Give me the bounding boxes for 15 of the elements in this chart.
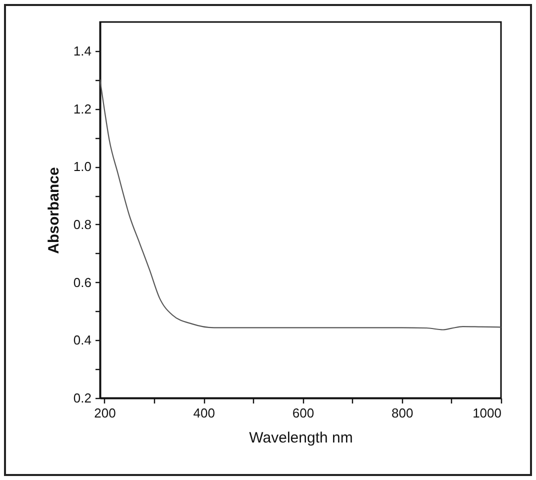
y-axis-title: Absorbance xyxy=(45,167,62,254)
x-tick-label: 400 xyxy=(193,406,215,420)
y-tick-label: 0.6 xyxy=(73,274,92,290)
x-axis-title: Wavelength nm xyxy=(249,430,353,446)
x-tick-label: 800 xyxy=(392,406,414,420)
y-tick-label: 1.2 xyxy=(73,101,92,116)
y-tick-label: 0.2 xyxy=(73,390,92,406)
x-tick-label: 200 xyxy=(94,406,116,420)
y-tick-label: 1.0 xyxy=(73,159,92,174)
line-series xyxy=(100,79,501,330)
x-tick-label: 600 xyxy=(292,406,314,420)
y-tick-label: 0.8 xyxy=(73,216,92,232)
x-tick-label: 1000 xyxy=(472,406,502,420)
y-tick-label: 1.4 xyxy=(73,43,92,58)
y-tick-label: 0.4 xyxy=(73,332,92,348)
